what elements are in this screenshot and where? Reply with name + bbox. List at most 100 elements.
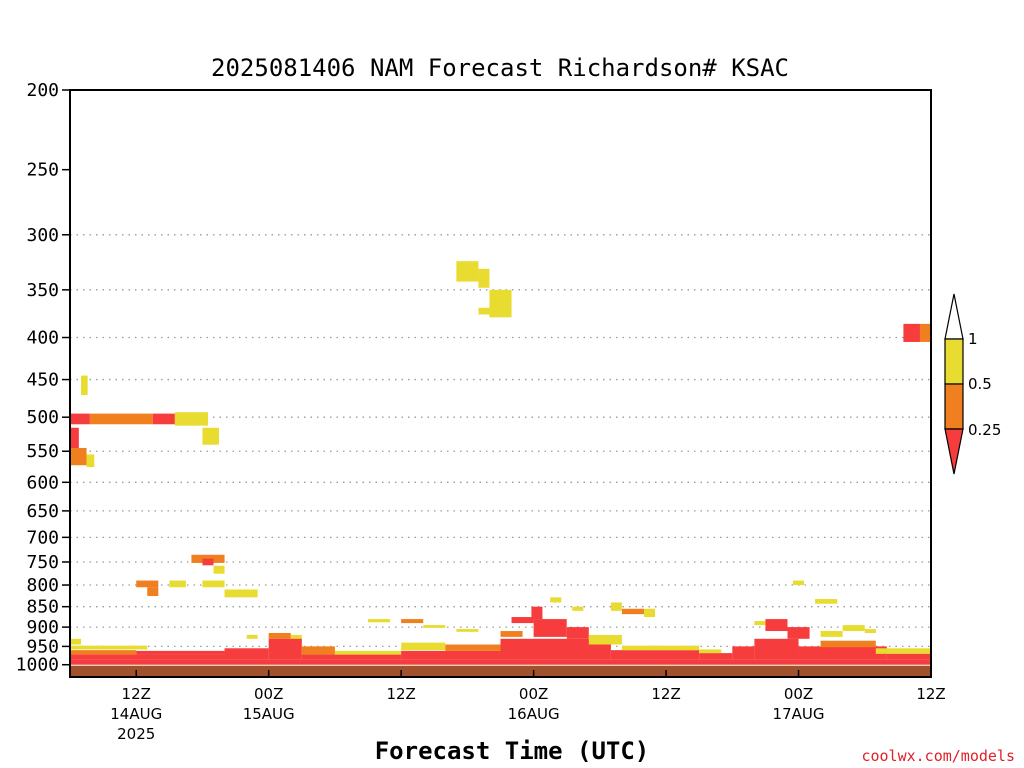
ri-cell [875,648,930,654]
ri-cell [500,631,523,637]
x-tick-label: 2025 [117,725,155,743]
y-tick-label: 950 [26,636,59,657]
ri-cell [919,323,930,342]
ri-cell [71,645,148,650]
ri-cell [301,646,335,655]
y-tick-label: 850 [26,597,59,618]
legend-level-label: 1 [968,330,978,348]
ri-cell [610,602,622,611]
ri-cell [550,597,562,603]
ri-cell [268,638,302,660]
ri-cell [644,608,656,618]
ri-cell [533,619,567,637]
ri-cell [699,653,733,660]
ri-cell [820,640,876,648]
ri-cell [86,454,95,468]
x-axis-label: Forecast Time (UTC) [375,737,650,765]
ri-cell [202,558,214,566]
ri-cell [89,413,153,425]
y-tick-label: 700 [26,527,59,548]
ri-cell [820,631,843,637]
ri-cell [136,580,159,588]
ri-cell [445,644,501,651]
x-tick-label: 17AUG [773,705,825,723]
ri-cell [202,427,220,445]
ri-cell [147,587,159,597]
y-tick-label: 650 [26,501,59,522]
ri-cell [531,606,543,620]
y-tick-label: 750 [26,552,59,573]
legend-level-label: 0.5 [968,375,992,393]
ri-cell [456,629,479,632]
ri-cell [500,638,611,660]
ri-cell [903,323,920,342]
ri-cell [842,625,865,632]
ground-band [70,665,931,677]
ri-cell [566,627,589,639]
ri-cell [793,580,805,586]
ri-cell [699,649,722,654]
ri-cell [169,580,186,588]
ri-cell [401,642,446,651]
legend-swatch [944,383,964,430]
ri-cell [489,289,512,318]
ri-cell [301,654,402,660]
ri-cell [174,412,208,426]
y-tick-label: 450 [26,370,59,391]
y-tick-label: 300 [26,225,59,246]
x-tick-label: 15AUG [243,705,295,723]
ri-cell [401,650,501,660]
y-tick-label: 400 [26,328,59,349]
legend-above-arrow [944,293,964,340]
x-axis-ticks: 12Z 14AUG 2025 00Z 15AUG 12Z 00Z 16AUG 12Z 00Z 17A… [110,670,946,743]
x-tick-label: 12Z [651,685,680,703]
y-tick-label: 200 [26,80,59,101]
ri-cell [478,307,490,315]
ri-cell [152,413,175,425]
ri-cell [765,619,788,632]
ri-cell [71,413,90,425]
y-tick-label: 600 [26,472,59,493]
legend-below-arrow [944,428,964,475]
x-tick-label: 12Z [386,685,415,703]
y-tick-label: 1000 [16,655,59,676]
ri-cell [754,621,766,626]
ri-cell [864,629,876,633]
x-tick-label: 14AUG [110,705,162,723]
ri-cell [815,599,838,604]
ri-cell [511,617,534,624]
y-axis-ticks: 200 250 300 350 400 450 500 550 600 650 700 7508008… [16,80,70,676]
ri-cell [621,608,644,615]
ri-cell [401,619,424,624]
legend-level-label: 0.25 [968,421,1001,439]
y-tick-label: 550 [26,441,59,462]
ri-cell [268,632,291,639]
ri-cell [621,645,700,651]
ri-cell [588,634,622,645]
ri-cell [81,375,88,396]
ri-cell [334,650,402,655]
x-tick-label: 12Z [916,685,945,703]
y-tick-label: 800 [26,575,59,596]
ri-cell [213,565,225,574]
y-tick-label: 350 [26,280,59,301]
heatmap-cells [71,261,930,665]
chart-title: 2025081406 NAM Forecast Richardson# KSAC [211,54,789,82]
y-tick-label: 500 [26,407,59,428]
ri-cell [71,650,137,655]
ri-cell [224,648,269,660]
ri-cell [246,634,258,639]
ri-cell [754,638,799,660]
ri-cell [202,580,225,588]
ri-cell [610,650,700,660]
ri-cell [368,619,391,623]
ri-cell [224,589,258,598]
ri-cell [71,447,87,466]
x-tick-label: 16AUG [508,705,560,723]
ri-cell [787,627,810,639]
legend: 1 0.5 0.25 [944,293,1001,475]
credit-link[interactable]: coolwx.com/models [861,747,1015,765]
legend-swatch [944,338,964,385]
ri-cell [423,625,446,628]
